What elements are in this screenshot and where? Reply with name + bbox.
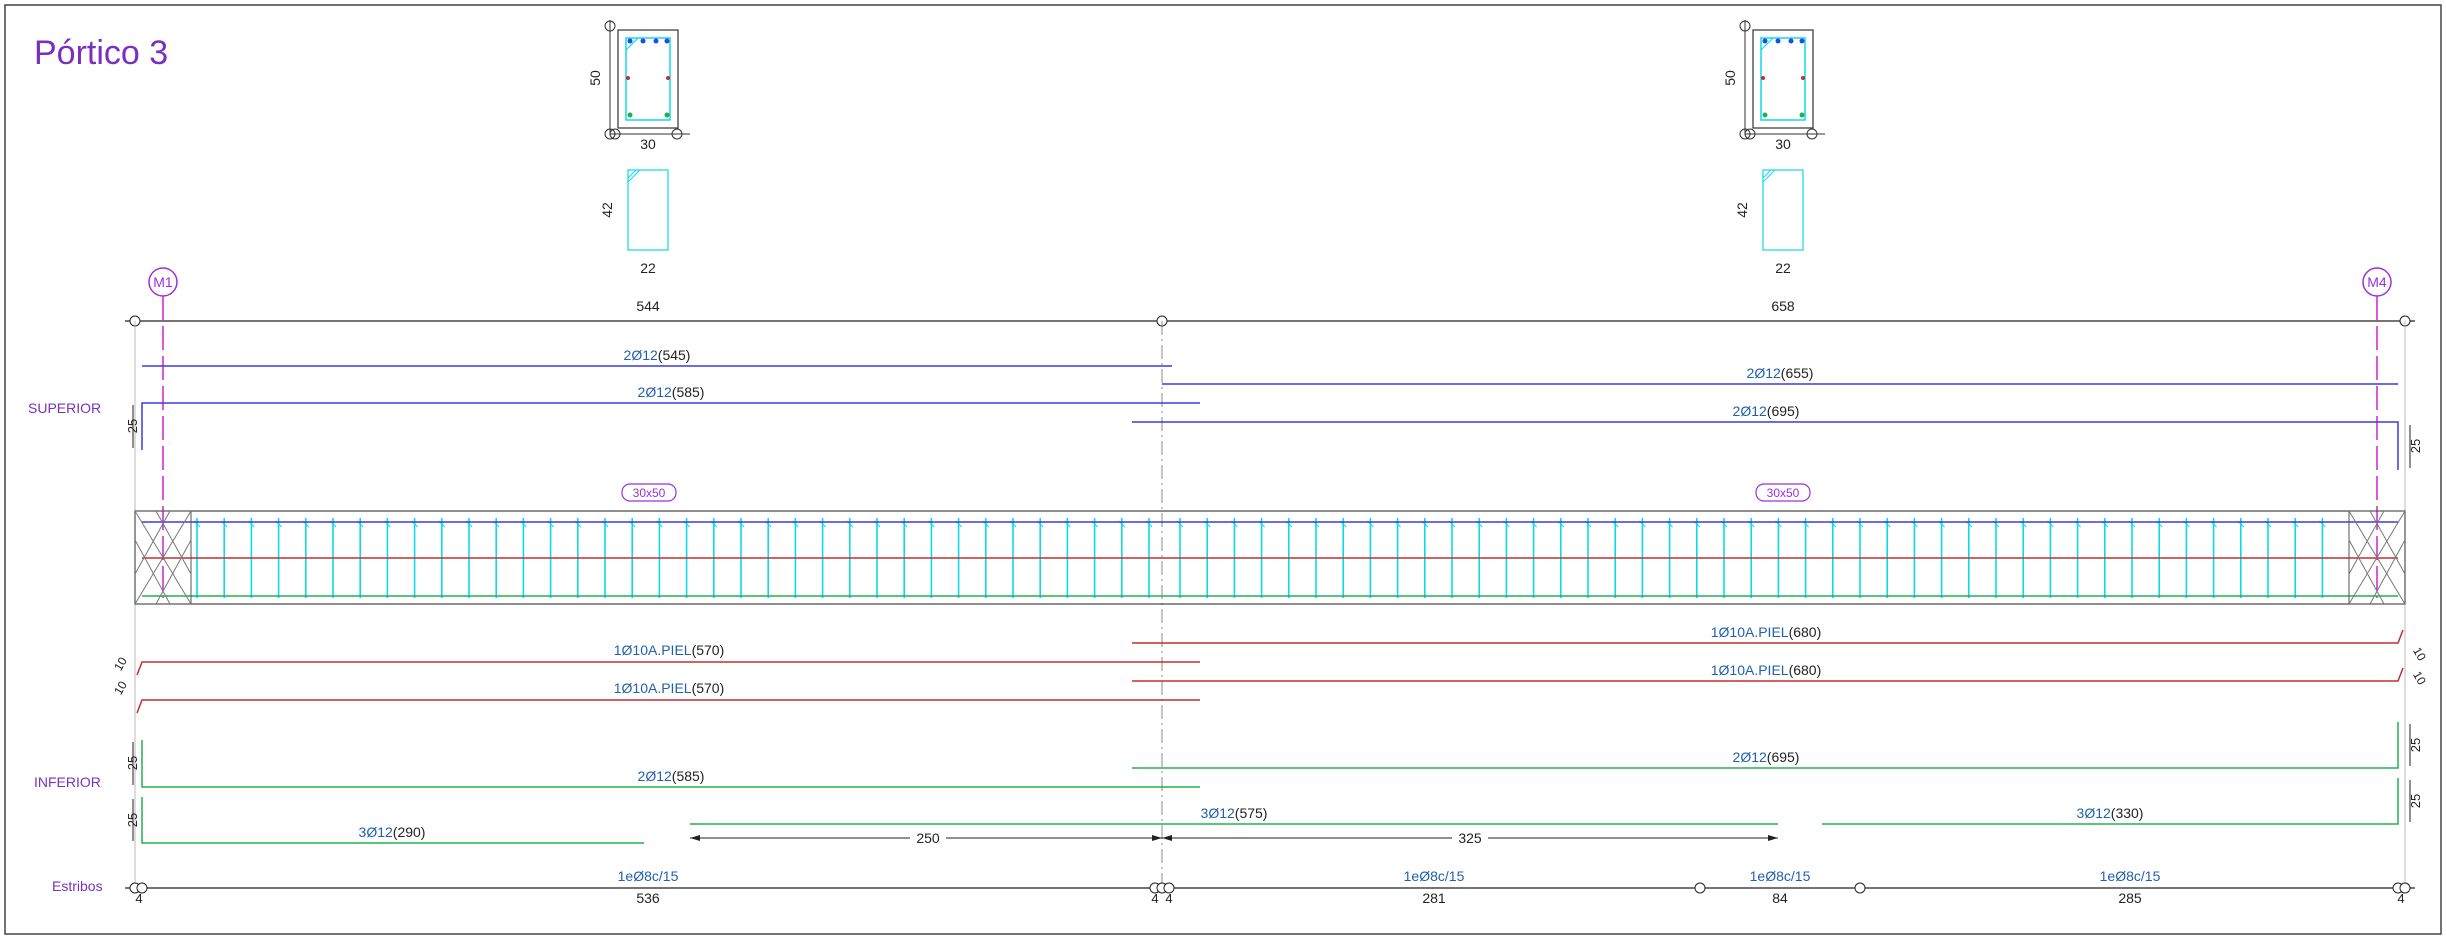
rebar-label: 1Ø10A.PIEL(570)	[614, 680, 725, 696]
section-outline	[617, 29, 679, 129]
stirrup-height: 42	[599, 202, 615, 218]
column-hatch-right	[2348, 510, 2406, 605]
rebar-label: 3Ø12(290)	[359, 824, 426, 840]
hook-dim: 10	[111, 678, 130, 697]
dim-left: 250	[916, 830, 940, 846]
stirrup-offset: 4	[1165, 891, 1172, 906]
rebar-label: 2Ø12(585)	[638, 384, 705, 400]
rebar-line	[136, 699, 1200, 714]
stirrup-spec: 1eØ8c/15	[2100, 868, 2161, 884]
hook-dim: 10	[2410, 669, 2429, 688]
estribos-label: Estribos	[52, 878, 103, 894]
section-stirrup	[1760, 37, 1806, 121]
hook-dim: 25	[2408, 738, 2423, 752]
hook-dim: 10	[2410, 645, 2429, 664]
rebar-label: 2Ø12(695)	[1733, 403, 1800, 419]
dim-right: 325	[1458, 830, 1482, 846]
drawing-frame	[4, 4, 2442, 935]
section-outline	[1752, 29, 1814, 129]
stirrup-length: 281	[1422, 890, 1446, 906]
hook-dim: 25	[125, 419, 140, 433]
column-hatch-left	[134, 510, 192, 605]
rebar-label: 1Ø10A.PIEL(570)	[614, 642, 725, 658]
stirrup-width: 22	[640, 260, 656, 276]
axis-label: M4	[2367, 274, 2387, 290]
section-height: 50	[1722, 70, 1738, 86]
page-title: Pórtico 3	[34, 34, 168, 72]
stirrup-spec: 1eØ8c/15	[618, 868, 679, 884]
section-height: 50	[587, 70, 603, 86]
span-length: 544	[636, 298, 660, 314]
stirrup-width: 22	[1775, 260, 1791, 276]
inferior-label: INFERIOR	[34, 774, 101, 790]
section-tag-1: 30x50	[621, 483, 677, 502]
rebar-line	[141, 402, 1200, 450]
section-stirrup	[625, 37, 671, 121]
hook-dim: 25	[125, 756, 140, 770]
section-width: 30	[640, 136, 656, 152]
rebar-label: 3Ø12(575)	[1201, 805, 1268, 821]
rebar-label: 2Ø12(585)	[638, 768, 705, 784]
hook-dim: 25	[2408, 439, 2423, 453]
rebar-line	[141, 740, 1200, 788]
rebar-label: 1Ø10A.PIEL(680)	[1711, 662, 1822, 678]
svg-text:30x50: 30x50	[633, 486, 666, 500]
hook-dim: 10	[111, 654, 130, 673]
svg-text:30x50: 30x50	[1767, 486, 1800, 500]
beam-elevation	[134, 510, 2406, 605]
stirrup-offset: 4	[2397, 891, 2404, 906]
rebar-label: 2Ø12(545)	[624, 347, 691, 363]
stirrup-offset: 4	[135, 891, 142, 906]
stirrup-offset: 4	[1151, 891, 1158, 906]
rebar-line	[1132, 421, 2399, 470]
axis-m4: M4	[2362, 267, 2392, 598]
cross-section-2: 50 30 42 22	[1722, 20, 1825, 276]
rebar-line	[141, 797, 644, 844]
stirrup-length: 285	[2118, 890, 2142, 906]
stirrup-length: 536	[636, 890, 660, 906]
hook-dim: 25	[125, 813, 140, 827]
rebar-line	[1132, 667, 2404, 682]
rebar-line	[136, 661, 1200, 676]
bottom-rebar-group: 2Ø12(585) 3Ø12(290) 2Ø12(695) 3Ø12(575) …	[125, 722, 2423, 844]
stirrup-spec: 1eØ8c/15	[1404, 868, 1465, 884]
rebar-label: 2Ø12(655)	[1747, 365, 1814, 381]
rebar-line	[1132, 629, 2404, 644]
axis-m1: M1	[148, 267, 178, 598]
rebar-line	[1822, 778, 2399, 825]
rebar-label: 2Ø12(695)	[1733, 749, 1800, 765]
cutoff-dimensions: 250 325	[690, 830, 1778, 846]
skin-rebar-group: 1Ø10A.PIEL(570) 1Ø10A.PIEL(570) 1Ø10A.PI…	[111, 624, 2429, 714]
superior-label: SUPERIOR	[28, 400, 101, 416]
axis-label: M1	[153, 274, 173, 290]
span-dimension-line: 544 658	[125, 298, 2415, 327]
stirrup-spec: 1eØ8c/15	[1750, 868, 1811, 884]
span-length: 658	[1771, 298, 1795, 314]
stirrup-shape	[627, 169, 669, 251]
stirrup-length: 84	[1772, 890, 1788, 906]
section-tag-2: 30x50	[1755, 483, 1811, 502]
stirrup-zones: 1eØ8c/15 536 1eØ8c/15 281 1eØ8c/15 84 1e…	[125, 868, 2415, 906]
section-width: 30	[1775, 136, 1791, 152]
stirrup-height: 42	[1734, 202, 1750, 218]
cross-section-1: 50 30 42 22	[587, 20, 690, 276]
rebar-line	[1132, 722, 2399, 769]
top-rebar-group: 2Ø12(545) 2Ø12(585) 2Ø12(655) 2Ø12(695) …	[125, 347, 2423, 470]
rebar-label: 1Ø10A.PIEL(680)	[1711, 624, 1822, 640]
stirrup-shape	[1762, 169, 1804, 251]
rebar-label: 3Ø12(330)	[2077, 805, 2144, 821]
hook-dim: 25	[2408, 794, 2423, 808]
